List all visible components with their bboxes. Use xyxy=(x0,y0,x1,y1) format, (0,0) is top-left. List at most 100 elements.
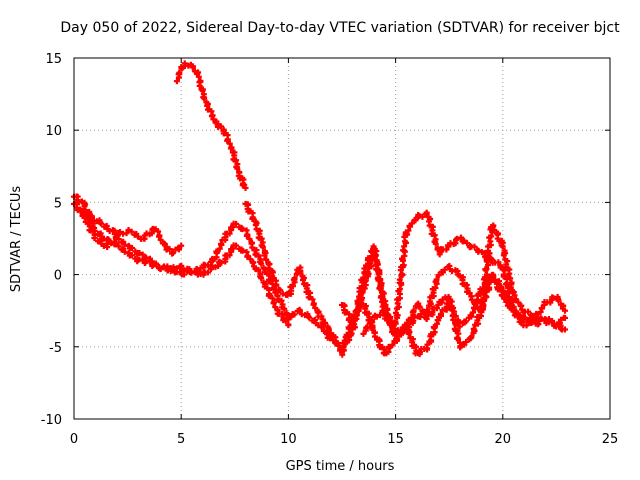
data-point xyxy=(398,271,405,278)
data-point xyxy=(364,324,371,331)
data-point xyxy=(247,256,254,263)
data-point xyxy=(373,313,380,320)
data-point xyxy=(424,341,431,348)
grid xyxy=(74,58,610,419)
data-point xyxy=(173,78,180,85)
data-point xyxy=(507,284,514,291)
data-point xyxy=(246,235,253,242)
data-point xyxy=(259,243,266,250)
data-point xyxy=(434,305,441,312)
data-point xyxy=(322,319,329,326)
data-point xyxy=(136,250,143,257)
data-point xyxy=(423,316,430,323)
x-tick-label: 5 xyxy=(177,432,185,447)
data-point xyxy=(226,252,233,259)
data-point xyxy=(456,323,463,330)
data-point xyxy=(510,307,517,314)
data-point xyxy=(433,276,440,283)
data-point xyxy=(310,301,317,308)
data-point xyxy=(166,246,173,253)
data-point xyxy=(121,248,128,255)
data-point xyxy=(178,242,185,249)
data-point xyxy=(561,326,568,333)
data-point xyxy=(201,95,208,102)
data-point xyxy=(272,282,279,289)
data-point xyxy=(199,87,206,94)
data-point xyxy=(285,322,292,329)
y-tick-label: -5 xyxy=(49,341,62,356)
data-point xyxy=(111,238,118,245)
data-point xyxy=(270,300,277,307)
data-point xyxy=(226,230,233,237)
data-point xyxy=(181,271,188,278)
data-point xyxy=(169,249,176,256)
data-point xyxy=(129,252,136,259)
data-point xyxy=(447,304,454,311)
data-point xyxy=(233,157,240,164)
data-point xyxy=(377,312,384,319)
data-point xyxy=(255,266,262,273)
data-point xyxy=(115,243,122,250)
data-point xyxy=(409,220,416,227)
data-point xyxy=(489,223,496,230)
data-point xyxy=(432,240,439,247)
data-point xyxy=(408,315,415,322)
data-point xyxy=(100,242,107,249)
data-point xyxy=(475,247,482,254)
data-point xyxy=(555,297,562,304)
data-point xyxy=(405,330,412,337)
data-point xyxy=(462,318,469,325)
data-point xyxy=(470,325,477,332)
data-point xyxy=(507,275,514,282)
data-point xyxy=(416,349,423,356)
data-point xyxy=(453,235,460,242)
data-point xyxy=(360,330,367,337)
data-point xyxy=(255,252,262,259)
data-point xyxy=(489,275,496,282)
x-tick-label: 20 xyxy=(495,432,512,447)
x-tick-label: 15 xyxy=(387,432,404,447)
data-point xyxy=(189,64,196,71)
data-point xyxy=(483,257,490,264)
data-point xyxy=(227,145,234,152)
data-point xyxy=(441,266,448,273)
data-point xyxy=(431,324,438,331)
data-point xyxy=(309,296,316,303)
data-point xyxy=(529,312,536,319)
y-axis-label: SDTVAR / TECUs xyxy=(9,186,24,293)
data-point xyxy=(181,60,188,67)
x-tick-label: 0 xyxy=(70,432,78,447)
data-point xyxy=(239,226,246,233)
data-point xyxy=(339,351,346,358)
data-point xyxy=(88,213,95,220)
data-point xyxy=(98,220,105,227)
y-tick-label: 5 xyxy=(54,196,62,211)
data-point xyxy=(362,277,369,284)
data-point xyxy=(539,305,546,312)
y-tick-label: -10 xyxy=(41,413,62,428)
data-point xyxy=(389,341,396,348)
data-point xyxy=(370,252,377,259)
series-group xyxy=(71,60,568,358)
data-point xyxy=(279,311,286,318)
data-point xyxy=(297,268,304,275)
data-point xyxy=(396,286,403,293)
chart-title: Day 050 of 2022, Sidereal Day-to-day VTE… xyxy=(60,20,620,36)
data-point xyxy=(129,244,136,251)
data-point xyxy=(143,254,150,261)
data-point xyxy=(233,242,240,249)
data-point xyxy=(479,301,486,308)
data-point xyxy=(318,324,325,331)
y-tick-label: 10 xyxy=(45,124,62,139)
data-point xyxy=(410,307,417,314)
data-point xyxy=(523,322,530,329)
data-point xyxy=(466,290,473,297)
data-point xyxy=(434,317,441,324)
data-point xyxy=(352,316,359,323)
data-point xyxy=(218,259,225,266)
data-point xyxy=(217,123,224,130)
data-point xyxy=(561,307,568,314)
data-point xyxy=(291,275,298,282)
data-point xyxy=(233,220,240,227)
data-point xyxy=(291,311,298,318)
